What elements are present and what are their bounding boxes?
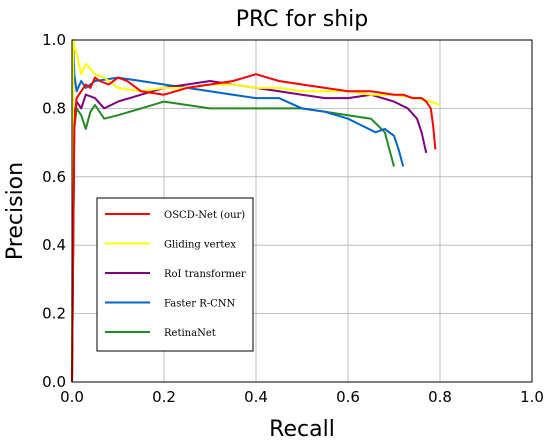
x-tick-label: 0.8 xyxy=(428,388,452,406)
x-axis-label: Recall xyxy=(269,417,335,442)
y-tick-label: 0.8 xyxy=(42,99,66,117)
x-tick-label: 0.4 xyxy=(244,388,268,406)
legend-label: Faster R-CNN xyxy=(164,299,236,310)
legend-label: Gliding vertex xyxy=(164,240,236,251)
legend-label: OSCD-Net (our) xyxy=(164,210,245,221)
y-tick-label: 0.6 xyxy=(42,168,66,186)
legend: OSCD-Net (our) Gliding vertex RoI transfor… xyxy=(97,198,253,351)
y-axis-label: Precision xyxy=(3,162,28,260)
y-tick-label: 0.0 xyxy=(42,373,66,391)
x-tick-label: 1.0 xyxy=(520,388,544,406)
y-tick-label: 0.4 xyxy=(42,236,66,254)
legend-label: RoI transformer xyxy=(164,269,246,280)
y-tick-label: 1.0 xyxy=(42,31,66,49)
chart-title: PRC for ship xyxy=(236,7,369,32)
x-tick-label: 0.2 xyxy=(152,388,176,406)
x-tick-label: 0.6 xyxy=(336,388,360,406)
legend-label: RetinaNet xyxy=(164,328,216,339)
y-tick-label: 0.2 xyxy=(42,305,66,323)
